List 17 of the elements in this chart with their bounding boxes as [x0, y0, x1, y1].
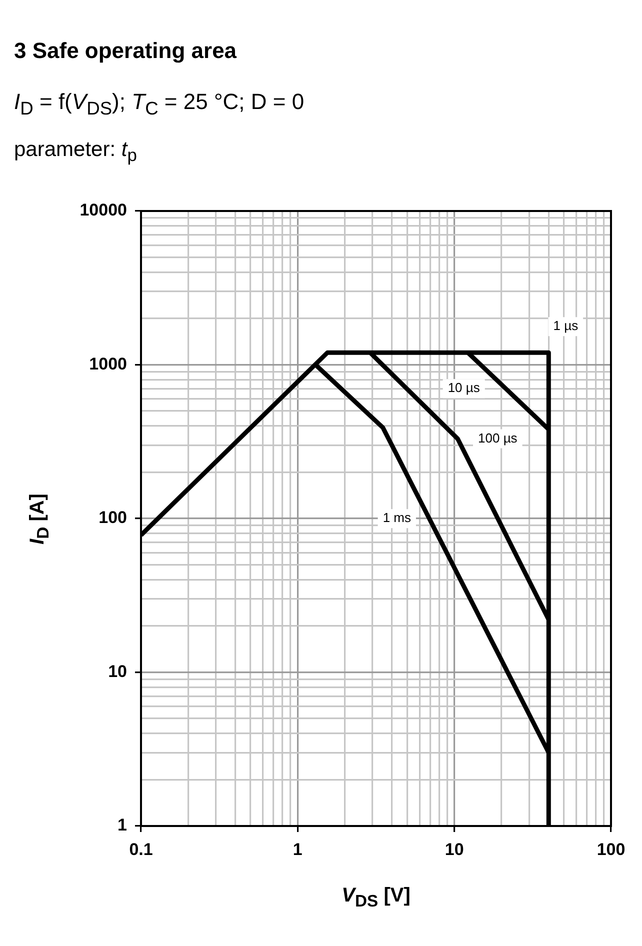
y-tick-label: 10000 [80, 200, 127, 220]
y-tick-label: 1 [118, 816, 127, 835]
x-tick-label: 1 [292, 840, 302, 859]
series-label: 10 µs [448, 380, 480, 396]
x-axis-title: V$_{DS}$ [V] [342, 884, 410, 912]
series-label: 1 ms [382, 510, 412, 526]
chart-title: 3 Safe operating area [14, 38, 237, 64]
x-tick-label: 100 [596, 840, 626, 859]
y-tick-label: 100 [98, 508, 127, 528]
x-tick-label: 0.1 [129, 840, 153, 859]
y-tick-label: 1000 [89, 354, 127, 374]
y-tick-label: 10 [108, 662, 127, 681]
series-label: 1 µs [553, 318, 579, 334]
x-tick-label: 10 [444, 840, 464, 859]
text: parameter: t$_{p}$ [14, 137, 137, 167]
text: I$_{D}$ = f(V$_{DS}$); T$_{C}$ = 25 °C; D = 0 [14, 89, 304, 118]
series-label: 100 µs [478, 430, 518, 446]
